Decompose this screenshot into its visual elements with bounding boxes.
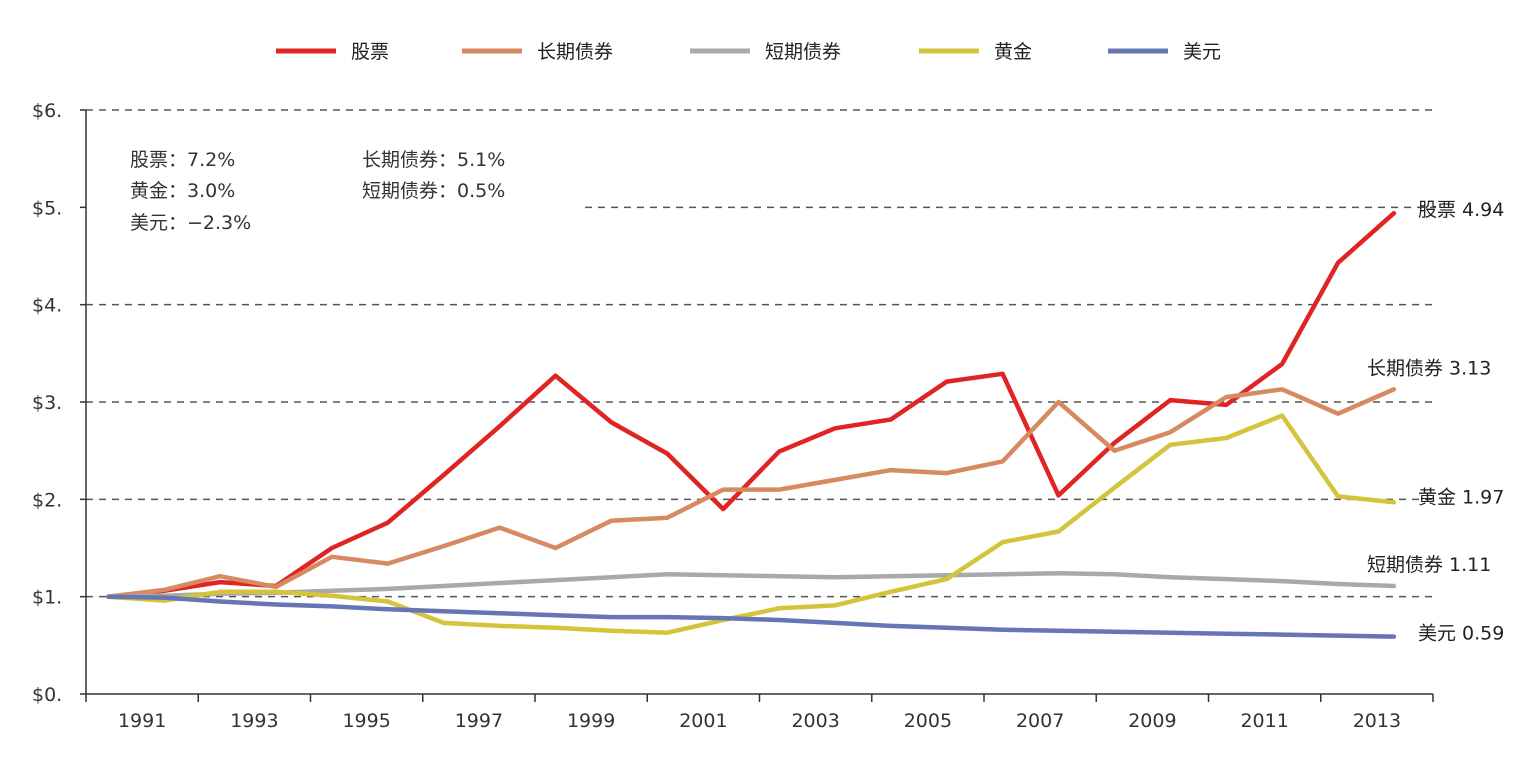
x-tick-label: 2013 <box>1353 710 1401 732</box>
x-tick-label: 2011 <box>1240 710 1288 732</box>
x-tick-label: 1995 <box>342 710 390 732</box>
end-label-4: 美元 0.59 <box>1418 623 1504 645</box>
annotation-short-bonds: 短期债券：0.5% <box>362 180 505 202</box>
x-tick-label: 1999 <box>567 710 615 732</box>
end-labels: 股票 4.94 长期债券 3.13 短期债券 1.11 黄金 1.97 美元 0.59 <box>1367 199 1504 644</box>
series-line-2 <box>106 571 1397 599</box>
legend-label-1: 长期债券 <box>537 41 613 63</box>
annotation-long-bonds: 长期债券：5.1% <box>362 149 505 171</box>
annotation-gold: 黄金：3.0% <box>130 180 235 202</box>
x-tick-label: 2007 <box>1016 710 1064 732</box>
x-tick-labels: 1991 1993 1995 1997 1999 2001 2003 2005 2007 2009… <box>85 694 1434 732</box>
y-tick-label: $5. <box>32 197 62 219</box>
y-tick-label: $6. <box>32 100 62 122</box>
end-label-1: 长期债券 3.13 <box>1367 357 1491 379</box>
y-tick-label: $1. <box>32 587 62 609</box>
gridlines <box>86 109 1436 598</box>
series-line-1 <box>106 387 1397 599</box>
series-line-3 <box>106 413 1397 635</box>
x-tick-label: 2001 <box>679 710 727 732</box>
series-line-0 <box>106 210 1397 599</box>
y-tick-labels: $0. $1. $2. $3. $4. $5. $6. <box>32 100 86 706</box>
x-tick-label: 1993 <box>230 710 278 732</box>
legend-label-3: 黄金 <box>994 41 1032 63</box>
series-lines <box>106 210 1397 639</box>
x-tick-label: 2003 <box>791 710 839 732</box>
x-tick-label: 1997 <box>455 710 503 732</box>
end-label-2: 短期债券 1.11 <box>1367 554 1491 576</box>
y-tick-label: $4. <box>32 295 62 317</box>
end-label-0: 股票 4.94 <box>1418 199 1504 221</box>
annotations: 股票：7.2% 黄金：3.0% 美元：−2.3% 长期债券：5.1% 短期债券：… <box>130 149 505 234</box>
x-tick-label: 1991 <box>118 710 166 732</box>
legend-label-4: 美元 <box>1183 41 1221 63</box>
series-line-4 <box>106 594 1397 639</box>
legend-label-2: 短期债券 <box>765 41 841 63</box>
annotation-stocks: 股票：7.2% <box>130 149 235 171</box>
y-tick-label: $0. <box>32 684 62 706</box>
y-tick-label: $2. <box>32 489 62 511</box>
x-tick-label: 2009 <box>1128 710 1176 732</box>
x-tick-label: 2005 <box>904 710 952 732</box>
y-tick-label: $3. <box>32 392 62 414</box>
legend: 股票 长期债券 短期债券 黄金 美元 <box>276 41 1221 63</box>
legend-label-0: 股票 <box>351 41 389 63</box>
annotation-dollar: 美元：−2.3% <box>130 212 251 234</box>
end-label-3: 黄金 1.97 <box>1418 486 1504 508</box>
